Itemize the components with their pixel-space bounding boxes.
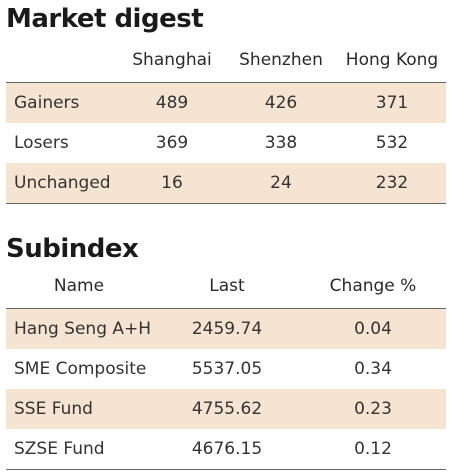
table-row-losers: Losers 369 338 532 xyxy=(6,123,446,163)
column-header-name: Name xyxy=(53,276,105,296)
cell-shenzhen: 24 xyxy=(270,173,292,193)
row-label: Gainers xyxy=(14,93,80,113)
table-row-unchanged: Unchanged 16 24 232 xyxy=(6,163,446,203)
market-digest-title: Market digest xyxy=(6,4,204,34)
cell-shanghai: 489 xyxy=(155,93,189,113)
market-digest-table: Shanghai Shenzhen Hong Kong Gainers 489 … xyxy=(6,42,446,204)
subindex-title: Subindex xyxy=(6,234,139,264)
row-label: Losers xyxy=(14,133,69,153)
cell-change: 0.12 xyxy=(354,439,392,459)
cell-last: 4676.15 xyxy=(191,439,263,459)
market-digest-body: Gainers 489 426 371 Losers 369 338 532 U… xyxy=(6,82,446,204)
subindex-table: Name Last Change % Hang Seng A+H 2459.74… xyxy=(6,268,446,470)
cell-shanghai: 369 xyxy=(155,133,189,153)
row-name: Hang Seng A+H xyxy=(14,319,152,339)
cell-change: 0.04 xyxy=(354,319,392,339)
market-digest-header: Shanghai Shenzhen Hong Kong xyxy=(6,42,446,82)
subindex-body: Hang Seng A+H 2459.74 0.04 SME Composite… xyxy=(6,308,446,470)
cell-hong-kong: 532 xyxy=(375,133,409,153)
table-row-sme-composite: SME Composite 5537.05 0.34 xyxy=(6,349,446,389)
cell-shenzhen: 338 xyxy=(264,133,298,153)
cell-hong-kong: 371 xyxy=(375,93,409,113)
table-row-gainers: Gainers 489 426 371 xyxy=(6,83,446,123)
row-name: SME Composite xyxy=(14,359,147,379)
column-header-shanghai: Shanghai xyxy=(132,50,212,70)
table-row-sse-fund: SSE Fund 4755.62 0.23 xyxy=(6,389,446,429)
cell-change: 0.34 xyxy=(354,359,392,379)
column-header-shenzhen: Shenzhen xyxy=(239,50,323,70)
cell-change: 0.23 xyxy=(354,399,392,419)
subindex-header: Name Last Change % xyxy=(6,268,446,308)
row-label: Unchanged xyxy=(14,173,111,193)
cell-shenzhen: 426 xyxy=(264,93,298,113)
cell-last: 2459.74 xyxy=(191,319,263,339)
table-row-szse-fund: SZSE Fund 4676.15 0.12 xyxy=(6,429,446,469)
cell-last: 5537.05 xyxy=(191,359,263,379)
column-header-hong-kong: Hong Kong xyxy=(345,50,439,70)
column-header-last: Last xyxy=(209,276,245,296)
table-row-hang-seng-a-h: Hang Seng A+H 2459.74 0.04 xyxy=(6,309,446,349)
row-name: SSE Fund xyxy=(14,399,93,419)
row-name: SZSE Fund xyxy=(14,439,105,459)
cell-last: 4755.62 xyxy=(191,399,263,419)
cell-shanghai: 16 xyxy=(161,173,183,193)
cell-hong-kong: 232 xyxy=(375,173,409,193)
column-header-change: Change % xyxy=(329,276,417,296)
